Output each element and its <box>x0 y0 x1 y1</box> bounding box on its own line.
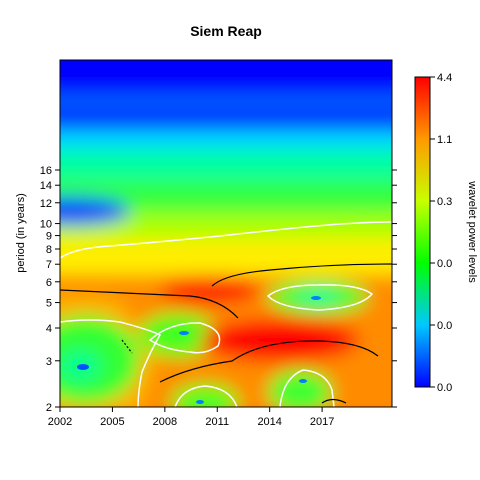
plot-frame <box>59 59 393 408</box>
y-tick-label: 3 <box>46 356 52 368</box>
y-tick-label: 5 <box>46 298 52 310</box>
colorbar-gradient <box>414 76 431 388</box>
ridge-lines <box>60 263 392 404</box>
chart-title: Siem Reap <box>190 23 262 39</box>
x-axis: 2002 2005 2008 2011 2014 2017 <box>48 407 334 428</box>
x-tick-label: 2002 <box>48 416 72 428</box>
colorbar-tick-label: 4.4 <box>437 72 452 84</box>
x-tick-label: 2014 <box>257 416 281 428</box>
y-tick-label: 12 <box>40 198 52 210</box>
x-tick-label: 2005 <box>100 416 124 428</box>
y-tick-label: 6 <box>46 277 52 289</box>
y-tick-label: 16 <box>40 165 52 177</box>
y-tick-label: 14 <box>40 180 52 192</box>
x-tick-label: 2008 <box>153 416 177 428</box>
heatmap-area <box>60 60 392 407</box>
x-tick-label: 2011 <box>205 416 229 428</box>
significance-contours <box>60 221 392 407</box>
colorbar-tick-label: 0.0 <box>437 320 452 332</box>
y-axis-label: period (in years) <box>15 193 27 272</box>
x-tick-label: 2017 <box>310 416 334 428</box>
y-tick-label: 4 <box>46 323 52 335</box>
colorbar: 0.0 0.0 0.0 0.3 1.1 4.4 wavelet power levels <box>414 72 478 394</box>
y-tick-label: 9 <box>46 231 52 243</box>
colorbar-label: wavelet power levels <box>466 180 478 283</box>
y-tick-label: 7 <box>46 259 52 271</box>
y-tick-label: 2 <box>46 402 52 414</box>
y-tick-label: 8 <box>46 244 52 256</box>
colorbar-ticks: 0.0 0.0 0.0 0.3 1.1 4.4 <box>430 72 452 394</box>
colorbar-tick-label: 0.3 <box>437 196 452 208</box>
colorbar-tick-label: 0.0 <box>437 258 452 270</box>
colorbar-tick-label: 1.1 <box>437 134 452 146</box>
y-tick-label: 10 <box>40 219 52 231</box>
colorbar-tick-label: 0.0 <box>437 382 452 394</box>
